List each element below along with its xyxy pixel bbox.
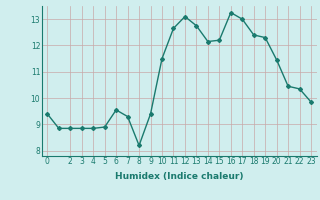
X-axis label: Humidex (Indice chaleur): Humidex (Indice chaleur) bbox=[115, 172, 244, 181]
